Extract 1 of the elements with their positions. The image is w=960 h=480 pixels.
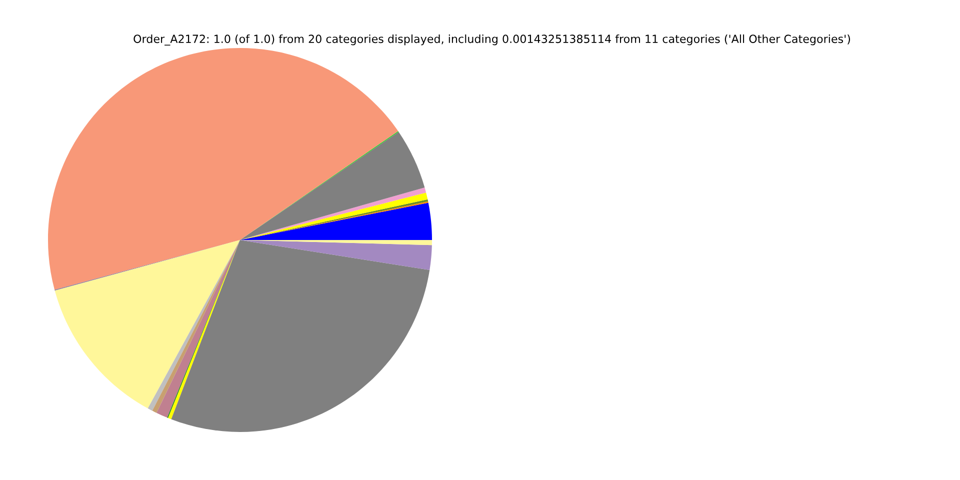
text: Order_A2172: 1.0 (of 1.0) from 20 categories displayed, including 0.00143251385114 from 11 categories ('All Other Categories') — [134, 34, 850, 46]
